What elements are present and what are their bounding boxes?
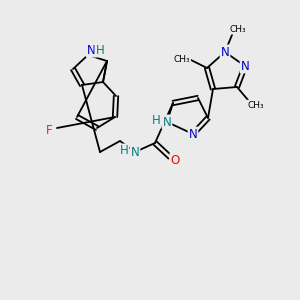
Text: H: H [120, 145, 128, 158]
Text: N: N [130, 146, 140, 158]
Text: CH₃: CH₃ [174, 55, 190, 64]
Text: O: O [170, 154, 180, 166]
Text: N: N [163, 116, 171, 128]
Text: H: H [96, 44, 104, 56]
Text: N: N [87, 44, 95, 56]
Text: N: N [220, 46, 230, 59]
Text: H: H [152, 115, 160, 128]
Text: CH₃: CH₃ [230, 25, 246, 34]
Text: N: N [189, 128, 197, 140]
Text: CH₃: CH₃ [248, 100, 264, 109]
Text: N: N [241, 59, 249, 73]
Text: F: F [46, 124, 52, 136]
